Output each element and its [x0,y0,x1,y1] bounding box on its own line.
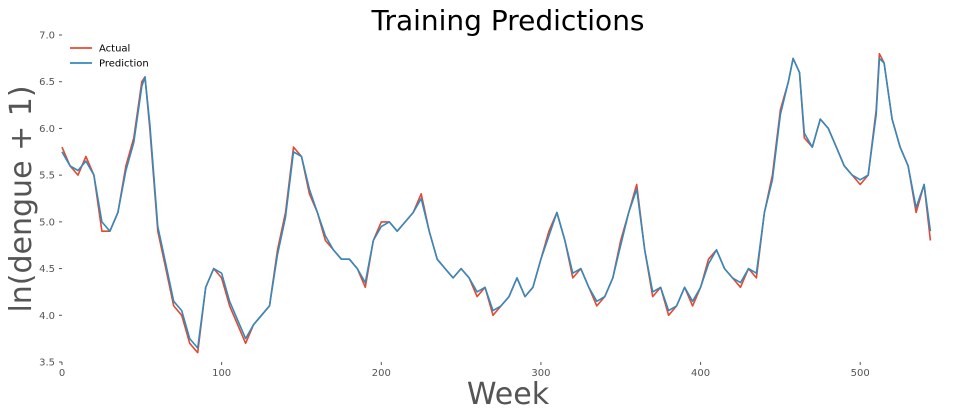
x-axis-label: Week [467,377,550,412]
x-axis: 0 100 200 300 400 500 [59,362,870,379]
legend-label-prediction: Prediction [99,59,149,70]
y-tick-label: 6.0 [39,124,55,135]
x-tick-label: 100 [212,368,231,379]
series-line-prediction [61,57,932,349]
y-tick-label: 4.5 [39,264,55,275]
x-tick-label: 400 [691,368,710,379]
x-tick-label: 200 [372,368,391,379]
y-tick-label: 3.5 [39,358,55,369]
y-tick-label: 5.5 [39,171,55,182]
y-tick-label: 4.0 [39,311,55,322]
y-tick-label: 6.5 [39,77,55,88]
y-tick-label: 7.0 [39,31,55,42]
x-tick-label: 300 [531,368,550,379]
chart-title: Training Predictions [370,4,644,37]
y-axis-label: ln(dengue + 1) [4,85,39,312]
legend: Actual Prediction [70,44,149,70]
legend-label-actual: Actual [99,44,130,55]
y-axis: 3.5 4.0 4.5 5.0 5.5 6.0 6.5 7.0 [39,31,62,369]
y-tick-label: 5.0 [39,217,55,228]
x-tick-label: 500 [851,368,870,379]
plot-area [61,52,932,354]
x-tick-label: 0 [59,368,65,379]
